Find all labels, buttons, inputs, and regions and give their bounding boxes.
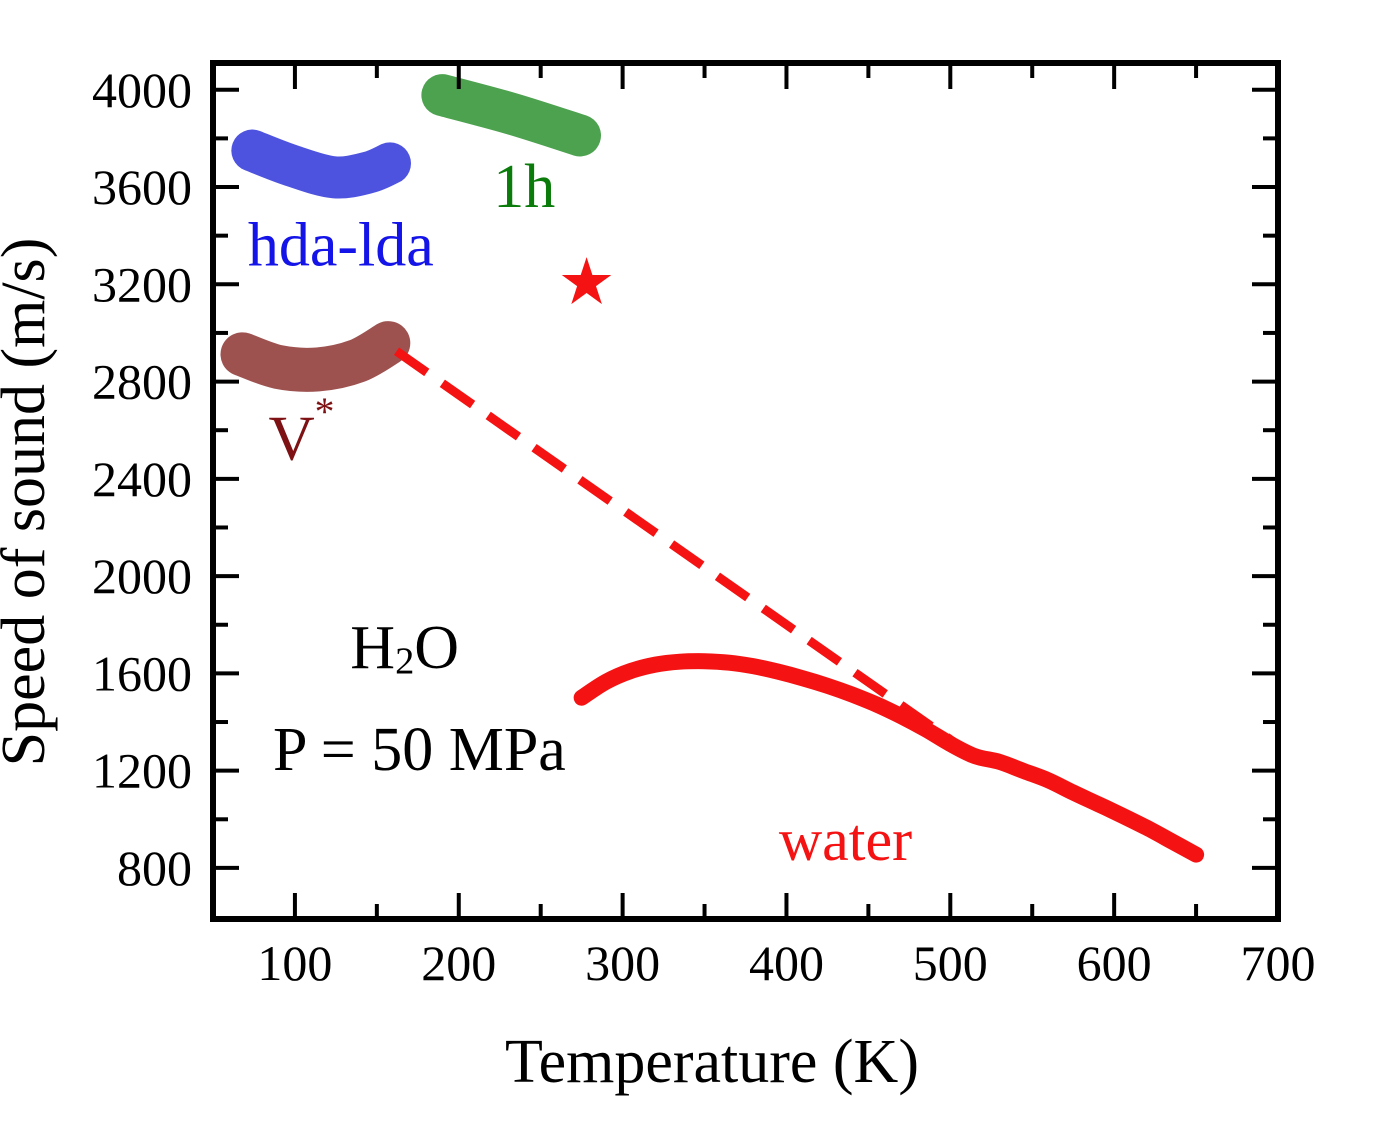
y-tick-label: 4000	[92, 62, 192, 118]
label-hda-lda: hda-lda	[248, 211, 434, 279]
series-extrapolation-dashed-line	[393, 347, 966, 753]
star-marker	[561, 257, 612, 305]
plot-frame	[210, 60, 1281, 922]
label-v-star-part: *	[315, 390, 335, 434]
y-tick-label: 1200	[92, 743, 192, 799]
x-tick-label: 200	[421, 935, 496, 991]
x-tick-label: 700	[1241, 935, 1316, 991]
x-tick-label: 100	[257, 935, 332, 991]
label-v-star: V*	[268, 390, 334, 473]
x-tick-label: 500	[913, 935, 988, 991]
label-ih: 1h	[493, 153, 555, 221]
x-axis-title: Temperature (K)	[505, 1028, 919, 1096]
series-v-high-pressure-ice-band	[220, 321, 411, 392]
annotation-layer: hda-lda 1h V* H2O P = 50 MPa water	[248, 153, 912, 873]
label-h2o-part: 2	[395, 640, 414, 682]
y-tick-label: 2400	[92, 451, 192, 507]
x-tick-label: 400	[749, 935, 824, 991]
series-hda-lda-amorphous-ice-band	[231, 129, 411, 199]
y-tick-label: 1600	[92, 645, 192, 701]
y-tick-label: 2800	[92, 354, 192, 410]
series-water-speed-of-sound	[573, 653, 1205, 863]
axes-layer	[210, 60, 1281, 922]
series-layer	[220, 74, 1205, 863]
x-tick-label: 300	[585, 935, 660, 991]
label-water: water	[779, 807, 912, 873]
tick-label-layer: 100 200 300 400 500 600 7008001200160020002400…	[0, 62, 1316, 1096]
y-tick-label: 2000	[92, 548, 192, 604]
label-h2o: H2O	[350, 614, 459, 683]
y-tick-label: 3200	[92, 256, 192, 312]
label-v-star-part: V	[268, 402, 314, 473]
x-tick-label: 600	[1077, 935, 1152, 991]
label-h2o-part: H	[350, 614, 395, 682]
y-tick-label: 800	[117, 840, 192, 896]
label-pressure: P = 50 MPa	[273, 716, 566, 784]
y-axis-title: Speed of sound (m/s)	[0, 238, 58, 767]
label-h2o-part: O	[414, 614, 459, 682]
series-ice-ih-band	[421, 74, 601, 157]
y-tick-label: 3600	[92, 159, 192, 215]
